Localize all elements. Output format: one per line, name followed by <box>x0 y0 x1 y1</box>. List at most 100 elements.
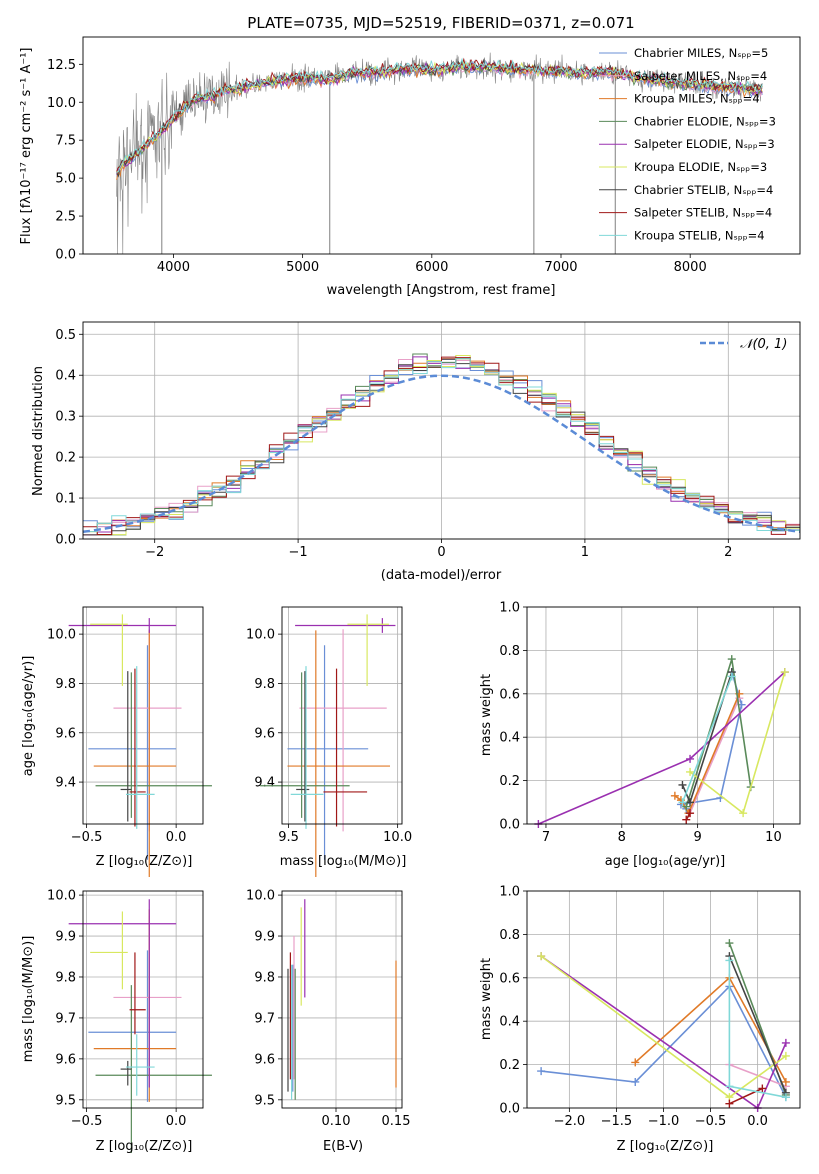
x-tick-label: 5000 <box>286 260 319 275</box>
mass-weight-point-kroupa_miles <box>781 1077 790 1086</box>
mw-age-y-label: mass weight <box>479 674 494 756</box>
age-vs-mass-panel: 9.5 10.0 9.4 9.6 9.8 10.0 <box>246 606 412 878</box>
legend-label-kroupa_miles: Kroupa MILES, Nₛₚₚ=4 <box>634 92 760 106</box>
y-tick-label: 0.6 <box>499 687 520 702</box>
histogram-kroupa_stelib <box>83 358 800 533</box>
mass-weight-line-salpeter_elodie <box>538 671 786 825</box>
mass-weight-line-kroupa_stelib <box>681 676 733 803</box>
grid-lines <box>282 891 402 1108</box>
x-tick-label: 10.0 <box>383 830 412 845</box>
mw-z-y-label: mass weight <box>479 958 494 1040</box>
spectrum-panel: PLATE=0735, MJD=52519, FIBERID=0371, z=0… <box>19 14 801 298</box>
x-tick-label: −2.0 <box>554 1114 586 1129</box>
x-tick-label: 9.5 <box>278 830 299 845</box>
mass-weight-point-chabrier_miles <box>537 1067 546 1076</box>
mass-weight-point-chabrier_stelib <box>686 798 695 807</box>
histogram-salpeter_stelib <box>83 356 800 535</box>
x-tick-label: −1 <box>289 545 308 560</box>
y-tick-label: 1.0 <box>499 601 520 616</box>
plot-frame <box>82 321 801 540</box>
y-tick-label: 9.6 <box>55 1052 76 1067</box>
mass-weight-line-salpeter_miles <box>729 1063 787 1088</box>
mass-z-y-label: mass [log₁₀(M/M⊙)] <box>21 936 36 1063</box>
x-tick-label: 1 <box>581 545 589 560</box>
y-tick-label: 0.4 <box>499 731 520 746</box>
y-tick-label: 10.0 <box>246 628 275 643</box>
plot-frame <box>526 890 801 1109</box>
x-tick-label: 9 <box>693 830 701 845</box>
y-tick-label: 9.9 <box>254 930 275 945</box>
y-tick-label: 0.4 <box>55 369 76 384</box>
y-tick-label: 0.5 <box>55 328 76 343</box>
residual-x-label: (data-model)/error <box>381 568 502 583</box>
mass-weight-point-salpeter_elodie <box>686 754 695 763</box>
mass-weight-point-kroupa_elodie <box>739 809 748 818</box>
mass-weight-vs-age-panel: 7 8 9 10 0.0 0.2 0.4 0.6 0.8 1.0 <box>499 601 801 845</box>
y-tick-label: 9.6 <box>254 1052 275 1067</box>
y-tick-label: 9.7 <box>254 1011 275 1026</box>
x-tick-label: −0.5 <box>71 830 103 845</box>
x-tick-label: 7000 <box>544 260 577 275</box>
y-tick-label: 0.0 <box>55 533 76 548</box>
x-tick-label: −2 <box>145 545 164 560</box>
mass-weight-point-kroupa_stelib <box>678 798 687 807</box>
y-tick-label: 10.0 <box>47 889 76 904</box>
age-vs-metallicity-panel: −0.5 0.0 9.4 9.6 9.8 10.0 <box>47 606 212 878</box>
mass-weight-line-chabrier_miles <box>541 985 787 1098</box>
x-tick-label: −1.0 <box>648 1114 680 1129</box>
residual-panel: −2 −1 0 1 2 0.0 0.1 0.2 0.3 0.4 0.5 𝒩(0, 1) (data-… <box>31 321 801 583</box>
x-tick-label: 0.15 <box>382 1114 411 1129</box>
plot-frame <box>281 606 403 825</box>
model-line-kroupa_stelib <box>116 57 763 173</box>
x-tick-label: 0.0 <box>166 1114 187 1129</box>
y-tick-label: 0.8 <box>499 644 520 659</box>
y-tick-label: 0.2 <box>499 1058 520 1073</box>
y-tick-label: 7.5 <box>55 134 76 149</box>
spectrum-y-label: Flux [fλ10⁻¹⁷ erg cm⁻² s⁻¹ A⁻¹] <box>19 48 34 245</box>
x-tick-label: 8000 <box>674 260 707 275</box>
y-tick-label: 0.0 <box>499 1102 520 1117</box>
model-line-salpeter_stelib <box>116 57 763 172</box>
plot-frame <box>526 606 801 825</box>
y-tick-label: 1.0 <box>499 885 520 900</box>
y-tick-label: 0.6 <box>499 971 520 986</box>
mass-weight-point-kroupa_elodie <box>780 668 789 677</box>
age-z-x-label: Z [log₁₀(Z/Z⊙)] <box>96 854 193 869</box>
y-tick-label: 9.8 <box>55 677 76 692</box>
grid-lines <box>83 607 203 824</box>
mass-weight-point-kroupa_stelib <box>725 956 734 965</box>
legend-label-chabrier_elodie: Chabrier ELODIE, Nₛₚₚ=3 <box>634 114 776 128</box>
y-tick-label: 0.1 <box>55 492 76 507</box>
y-tick-label: 9.8 <box>254 677 275 692</box>
y-tick-label: 0.0 <box>499 818 520 833</box>
mass-weight-vs-metallicity-panel: −2.0 −1.5 −1.0 −0.5 0.0 0.0 0.2 0.4 0.6 0.8 1.0 <box>499 885 801 1129</box>
plot-frame <box>82 890 204 1109</box>
plot-frame <box>82 606 204 825</box>
residual-plot-area: −2 −1 0 1 2 0.0 0.1 0.2 0.3 0.4 0.5 <box>55 321 801 560</box>
mass-weight-point-kroupa_miles <box>631 1058 640 1067</box>
mw-age-x-label: age [log₁₀(age/yr)] <box>605 854 726 869</box>
spectrum-legend: Chabrier MILES, Nₛₚₚ=5 Salpeter MILES, Nₛ… <box>599 46 776 242</box>
legend-label-salpeter_miles: Salpeter MILES, Nₛₚₚ=4 <box>634 69 767 83</box>
mass-weight-point-kroupa_stelib <box>727 672 736 681</box>
mass-weight-point-salpeter_stelib <box>682 815 691 824</box>
mass-weight-point-chabrier_stelib <box>678 780 687 789</box>
y-tick-label: 9.8 <box>254 970 275 985</box>
spectrum-lines <box>116 52 763 254</box>
x-tick-label: 6000 <box>415 260 448 275</box>
x-tick-label: −1.5 <box>601 1114 633 1129</box>
mass-weight-lines <box>534 655 789 828</box>
mass-z-x-label: Z [log₁₀(Z/Z⊙)] <box>96 1139 193 1154</box>
x-tick-label: 0.0 <box>747 1114 768 1129</box>
mass-weight-point-kroupa_elodie <box>781 1051 790 1060</box>
legend-label-kroupa_elodie: Kroupa ELODIE, Nₛₚₚ=3 <box>634 160 767 174</box>
residual-y-label: Normed distribution <box>31 366 46 496</box>
mass-vs-metallicity-panel: −0.5 0.0 9.5 9.6 9.7 9.8 9.9 10.0 <box>47 889 212 1154</box>
mass-weight-point-kroupa_elodie <box>686 767 695 776</box>
y-tick-label: 0.2 <box>55 451 76 466</box>
chart-title: PLATE=0735, MJD=52519, FIBERID=0371, z=0… <box>247 14 634 32</box>
y-tick-label: 9.6 <box>254 726 275 741</box>
y-tick-label: 5.0 <box>55 172 76 187</box>
mass-weight-point-kroupa_stelib <box>725 1082 734 1091</box>
